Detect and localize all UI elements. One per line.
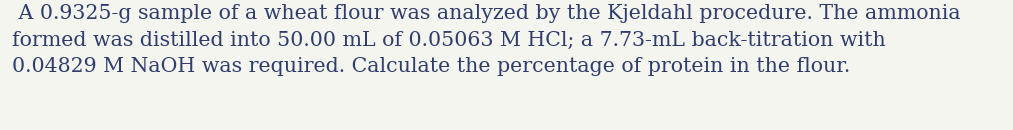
Text: A 0.9325-g sample of a wheat flour was analyzed by the Kjeldahl procedure. The a: A 0.9325-g sample of a wheat flour was a… bbox=[12, 4, 960, 76]
